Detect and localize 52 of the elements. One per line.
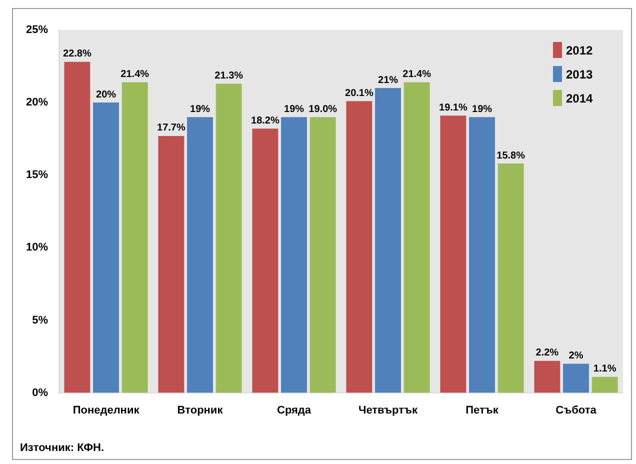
bar: [187, 117, 213, 393]
bar: [158, 136, 184, 393]
bar: [534, 360, 560, 393]
bar: [469, 117, 495, 393]
data-label: 20%: [96, 89, 116, 100]
bar: [252, 128, 278, 393]
x-tick-label: Сряда: [276, 404, 312, 416]
legend-label: 2014: [566, 91, 594, 106]
bar: [310, 117, 336, 393]
data-label: 18.2%: [251, 115, 280, 126]
data-label: 15.8%: [496, 150, 526, 162]
bar: [404, 82, 430, 393]
legend-label: 2013: [566, 67, 594, 82]
bar: [440, 116, 466, 393]
bar: [346, 101, 372, 393]
bar: [375, 88, 401, 393]
data-label: 21.4%: [120, 68, 150, 80]
y-tick-label: 10%: [26, 242, 48, 254]
data-label: 22.8%: [63, 48, 92, 60]
data-label: 20.1%: [345, 88, 374, 99]
bar: [563, 364, 589, 393]
bar: [122, 82, 148, 393]
x-tick-label: Събота: [556, 404, 598, 416]
data-label: 17.7%: [157, 122, 186, 134]
bar: [216, 84, 242, 393]
y-tick-label: 0%: [32, 386, 48, 399]
x-tick-label: Понеделник: [72, 404, 140, 416]
data-label: 21.3%: [214, 70, 244, 82]
bar: [281, 117, 307, 393]
bar: [64, 62, 90, 393]
data-label: 2.2%: [536, 348, 559, 359]
data-label: 19%: [472, 104, 492, 115]
data-label: 19%: [284, 104, 304, 115]
bar: [592, 376, 618, 393]
data-label: 19%: [190, 104, 210, 115]
y-tick-label: 25%: [26, 24, 48, 36]
data-label: 2%: [568, 350, 584, 362]
bar: [498, 164, 524, 393]
text: Източник: КФН.: [20, 442, 104, 454]
x-tick-label: Четвъртък: [358, 404, 418, 416]
data-label: 19.0%: [308, 104, 338, 115]
data-label: 21.4%: [402, 68, 432, 80]
y-tick-label: 15%: [26, 169, 48, 182]
legend-label: 2012: [566, 43, 594, 58]
x-tick-label: Вторник: [177, 404, 224, 416]
x-tick-label: Петък: [466, 404, 499, 416]
y-tick-label: 20%: [26, 96, 48, 109]
data-label: 19.1%: [439, 102, 468, 114]
y-tick-label: 5%: [32, 314, 48, 326]
data-label: 21%: [378, 74, 398, 86]
data-label: 1.1%: [593, 364, 616, 375]
bar: [93, 102, 119, 393]
